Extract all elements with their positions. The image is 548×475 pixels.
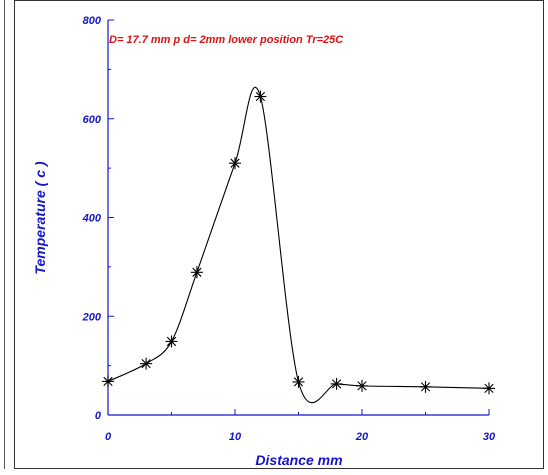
x-tick-label: 10 [229, 431, 242, 443]
marker-stroke [141, 359, 151, 369]
marker-stroke [192, 267, 202, 277]
series-line [107, 86, 490, 404]
marker-stroke [103, 376, 113, 387]
data-point [292, 375, 305, 388]
marker-stroke [484, 383, 494, 393]
left-edge-divider [0, 0, 5, 469]
x-tick-label: 30 [483, 431, 496, 443]
marker-layer [102, 90, 495, 395]
data-point [254, 90, 267, 103]
chart-frame: 0 200 400 600 800 0 10 20 30 D= 17.7 mm p d= 2mm… [14, 0, 544, 469]
temperature-distance-chart: 0 200 400 600 800 0 10 20 30 D= 17.7 mm p d= 2mm… [32, 15, 496, 468]
axes: 0 200 400 600 800 0 10 20 30 [82, 15, 496, 443]
data-point [356, 379, 368, 392]
y-tick-label: 200 [82, 311, 102, 323]
marker-stroke [420, 382, 431, 392]
marker-stroke [357, 381, 367, 391]
data-point [330, 377, 343, 390]
marker-stroke [166, 336, 177, 347]
data-point [140, 357, 153, 370]
data-point [190, 266, 203, 279]
marker-stroke [331, 379, 342, 389]
marker-stroke [293, 377, 304, 387]
marker-stroke [230, 158, 240, 168]
y-tick-label: 600 [83, 114, 102, 126]
data-point [102, 375, 114, 388]
x-tick-label: 0 [105, 431, 112, 443]
data-point [229, 157, 241, 170]
y-tick-label: 0 [95, 410, 102, 422]
data-point [483, 382, 495, 395]
x-tick-label: 20 [355, 431, 369, 443]
data-point [419, 380, 432, 393]
data-point [165, 335, 178, 348]
marker-stroke [255, 91, 266, 102]
y-tick-label: 800 [83, 15, 102, 27]
curve-layer [107, 86, 490, 404]
x-axis-label: Distance mm [255, 452, 342, 468]
chart-annotation: D= 17.7 mm p d= 2mm lower position Tr=25… [109, 34, 344, 46]
y-axis-label: Temperature ( c ) [32, 161, 48, 274]
y-tick-label: 400 [82, 213, 102, 225]
